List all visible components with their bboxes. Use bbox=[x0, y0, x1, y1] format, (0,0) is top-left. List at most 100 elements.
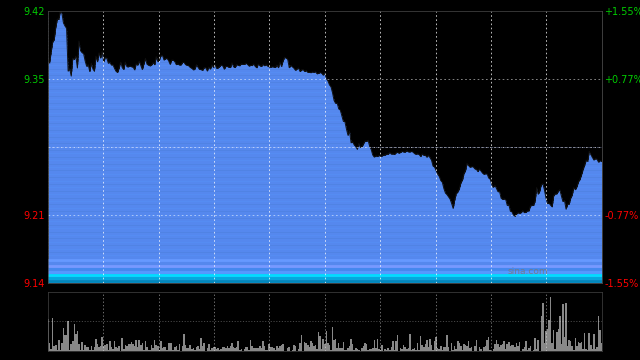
Bar bbox=[141, 343, 143, 351]
Bar bbox=[109, 341, 111, 351]
Text: sina.com: sina.com bbox=[508, 267, 548, 276]
Bar bbox=[443, 347, 445, 351]
Bar bbox=[530, 346, 531, 351]
Bar bbox=[445, 347, 446, 351]
Bar bbox=[392, 341, 394, 351]
Bar bbox=[371, 349, 372, 351]
Bar bbox=[168, 343, 170, 351]
Bar bbox=[237, 341, 239, 351]
Bar bbox=[138, 340, 140, 351]
Bar bbox=[457, 341, 459, 351]
Bar bbox=[593, 334, 595, 351]
Bar bbox=[561, 344, 562, 351]
Bar bbox=[327, 343, 329, 351]
Bar bbox=[426, 340, 428, 351]
Bar bbox=[591, 348, 593, 351]
Bar bbox=[511, 345, 513, 351]
Bar bbox=[576, 346, 578, 351]
Bar bbox=[282, 344, 284, 351]
Bar bbox=[323, 339, 324, 351]
Bar bbox=[307, 345, 308, 351]
Bar bbox=[434, 341, 435, 351]
Bar bbox=[148, 350, 149, 351]
Bar bbox=[276, 346, 278, 351]
Bar bbox=[500, 345, 502, 351]
Bar bbox=[279, 346, 281, 351]
Bar bbox=[64, 335, 66, 351]
Bar bbox=[459, 343, 460, 351]
Bar bbox=[428, 347, 429, 351]
Bar bbox=[547, 329, 548, 351]
Bar bbox=[570, 341, 572, 351]
Bar bbox=[241, 349, 242, 351]
Bar bbox=[400, 348, 401, 351]
Bar bbox=[156, 345, 157, 351]
Bar bbox=[440, 346, 442, 351]
Bar bbox=[550, 297, 551, 351]
Bar bbox=[380, 350, 381, 351]
Bar bbox=[557, 329, 559, 351]
Bar bbox=[401, 349, 403, 351]
Bar bbox=[125, 345, 126, 351]
Bar bbox=[157, 346, 159, 351]
Bar bbox=[173, 350, 174, 351]
Bar bbox=[287, 348, 289, 351]
Bar bbox=[137, 347, 138, 351]
Bar bbox=[312, 343, 313, 351]
Bar bbox=[353, 350, 355, 351]
Bar bbox=[446, 335, 448, 351]
Bar bbox=[219, 350, 220, 351]
Bar bbox=[601, 343, 602, 351]
Bar bbox=[596, 347, 598, 351]
Bar bbox=[344, 350, 346, 351]
Bar bbox=[480, 349, 482, 351]
Bar bbox=[403, 345, 404, 351]
Bar bbox=[404, 347, 406, 351]
Bar bbox=[329, 345, 330, 351]
Bar bbox=[504, 341, 505, 351]
Bar bbox=[256, 348, 257, 351]
Bar bbox=[415, 350, 417, 351]
Bar bbox=[315, 345, 316, 351]
Bar bbox=[572, 346, 573, 351]
Bar bbox=[422, 345, 423, 351]
Bar bbox=[541, 316, 542, 351]
Bar bbox=[52, 318, 53, 351]
Bar bbox=[358, 350, 360, 351]
Bar bbox=[220, 348, 222, 351]
Bar bbox=[568, 340, 570, 351]
Bar bbox=[104, 345, 106, 351]
Bar bbox=[346, 350, 348, 351]
Bar bbox=[524, 347, 525, 351]
Bar bbox=[495, 340, 497, 351]
Bar bbox=[437, 348, 438, 351]
Bar bbox=[123, 350, 125, 351]
Bar bbox=[268, 344, 270, 351]
Bar bbox=[385, 349, 386, 351]
Bar bbox=[545, 330, 547, 351]
Bar bbox=[255, 348, 256, 351]
Bar bbox=[244, 349, 245, 351]
Bar bbox=[490, 350, 491, 351]
Bar bbox=[575, 338, 576, 351]
Bar bbox=[194, 350, 196, 351]
Bar bbox=[316, 350, 318, 351]
Bar bbox=[246, 347, 248, 351]
Bar bbox=[579, 343, 580, 351]
Bar bbox=[114, 341, 115, 351]
Bar bbox=[293, 345, 294, 351]
Bar bbox=[337, 348, 338, 351]
Bar bbox=[599, 330, 601, 351]
Bar bbox=[222, 347, 223, 351]
Bar bbox=[298, 350, 300, 351]
Bar bbox=[342, 342, 344, 351]
Bar bbox=[212, 347, 214, 351]
Bar bbox=[154, 339, 156, 351]
Bar bbox=[252, 346, 253, 351]
Bar bbox=[538, 341, 539, 351]
Bar bbox=[264, 346, 265, 351]
Bar bbox=[204, 343, 205, 351]
Bar bbox=[598, 316, 599, 351]
Bar bbox=[582, 349, 584, 351]
Bar bbox=[494, 343, 495, 351]
